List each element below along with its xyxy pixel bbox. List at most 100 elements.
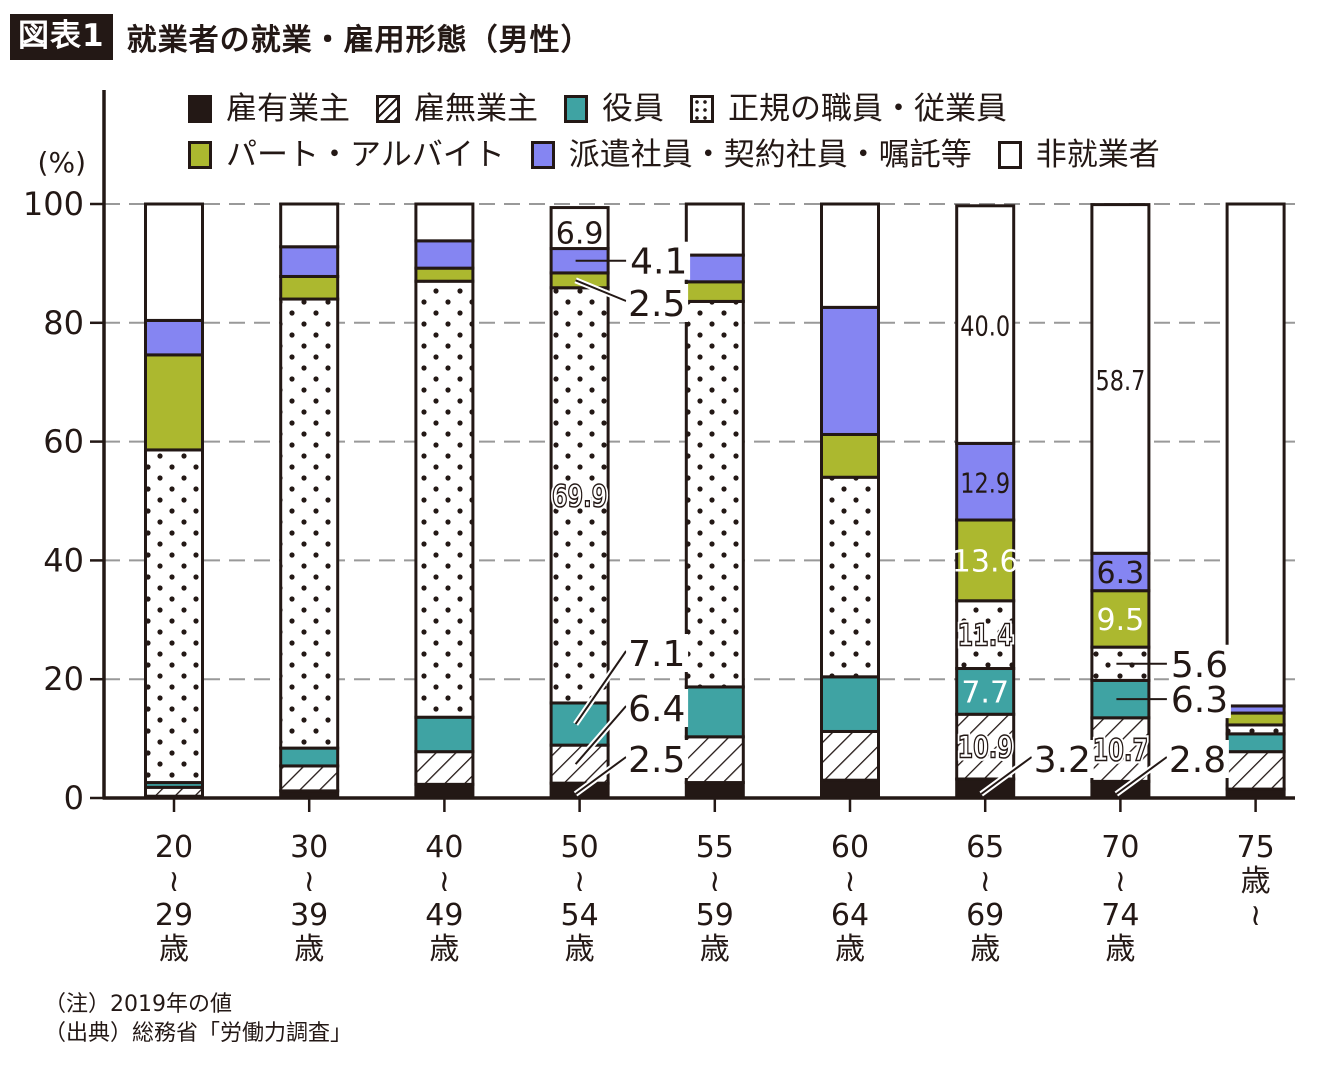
- x-tick-label: 40: [425, 830, 463, 865]
- data-label-halo: 69.9: [552, 479, 607, 514]
- axes: 020406080100(%)20≀29歳30≀39歳40≀49歳50≀54歳5…: [23, 90, 1295, 967]
- figure-badge: 図表1: [10, 14, 113, 60]
- bar-segment-executive: [279, 746, 340, 768]
- x-tick-label: 55: [696, 830, 734, 865]
- data-label-bg: [626, 634, 689, 672]
- data-label: 6.3: [1171, 680, 1228, 721]
- data-label: 2.8: [1169, 740, 1226, 781]
- leader-line: [1115, 756, 1168, 795]
- bar-segment-regular: [820, 475, 880, 679]
- x-tick-label: ≀: [304, 864, 315, 899]
- x-tick-label: ≀: [844, 864, 855, 899]
- x-tick-label: 69: [966, 898, 1004, 933]
- x-tick-label: 歳: [159, 932, 189, 967]
- bar-segment-not-employed: [1225, 202, 1286, 708]
- x-tick-label: 歳: [429, 932, 459, 967]
- bar-segment-executive: [414, 715, 475, 754]
- y-tick-label: 20: [43, 660, 84, 698]
- y-axis-unit-label: (%): [38, 146, 86, 179]
- legend-label: 役員: [602, 91, 664, 127]
- y-tick-label: 0: [64, 779, 84, 817]
- bar-segment-owner-without-employees: [684, 735, 745, 785]
- x-tick-label: 54: [561, 898, 599, 933]
- x-tick-label: 歳: [835, 932, 865, 967]
- data-labels: 6.94.12.569.969.97.16.42.540.012.913.611…: [549, 217, 1231, 797]
- chart-header: 図表1 就業者の就業・雇用形態（男性）: [10, 14, 592, 60]
- legend-item-owner-without-employees: 雇無業主: [376, 92, 538, 126]
- x-tick-label: 75: [1237, 830, 1275, 865]
- bar-segment-owner-without-employees: [955, 712, 1016, 781]
- data-label: 6.4: [628, 689, 685, 730]
- note-year: （注）2019年の値: [44, 992, 232, 1017]
- legend-swatch-hatch: [376, 95, 400, 123]
- x-tick-label: 60: [831, 830, 869, 865]
- data-label: 7.7: [961, 675, 1009, 710]
- bar-segment-part-time: [414, 266, 475, 283]
- bar-segment-not-employed: [414, 202, 475, 243]
- data-label: 9.5: [1097, 603, 1145, 638]
- bar-segment-part-time: [684, 280, 745, 303]
- bar-group: [144, 202, 204, 800]
- bar-segment-executive: [955, 667, 1016, 716]
- bar-segment-owner-with-employees: [820, 778, 880, 800]
- data-label-halo: 10.7: [1093, 733, 1148, 768]
- bar-segment-not-employed: [549, 206, 610, 251]
- x-tick-label: 20: [155, 830, 193, 865]
- x-tick-label: 50: [561, 830, 599, 865]
- legend-row-1: 雇有業主 雇無業主 役員 正規の職員・従業員: [188, 86, 1268, 132]
- bar-segment-not-employed: [684, 202, 745, 257]
- data-label: 4.1: [630, 242, 687, 283]
- bar-segment-owner-with-employees: [684, 781, 745, 800]
- x-tick-label: ≀: [574, 864, 585, 899]
- data-label: 6.3: [1097, 556, 1145, 591]
- data-label: 69.9: [552, 479, 607, 514]
- y-tick-label: 40: [43, 541, 84, 579]
- bar-group: [1090, 203, 1151, 800]
- leader-line: [574, 650, 627, 725]
- data-label: 10.9: [957, 730, 1012, 765]
- chart-title: 就業者の就業・雇用形態（男性）: [126, 23, 592, 58]
- bar-segment-part-time: [144, 353, 204, 452]
- leader-line: [980, 756, 1033, 795]
- x-tick-label: 29: [155, 898, 193, 933]
- legend-item-regular: 正規の職員・従業員: [690, 92, 1007, 126]
- bar-segment-executive: [1225, 732, 1286, 754]
- bar-segment-regular: [955, 599, 1016, 671]
- bar-segment-executive: [684, 685, 745, 739]
- x-tick-label: ≀: [168, 864, 179, 899]
- bar-segment-dispatch: [684, 253, 745, 284]
- legend-swatch-olive: [188, 141, 212, 169]
- data-label-bg: [1168, 644, 1231, 683]
- bar-segment-regular: [144, 448, 204, 785]
- x-tick-label: ≀: [709, 864, 720, 899]
- x-tick-label: 歳: [1105, 932, 1135, 967]
- note-source: （出典）総務省「労働力調査」: [44, 1021, 353, 1046]
- x-tick-label: 74: [1101, 898, 1139, 933]
- legend-swatch-dots: [690, 95, 714, 123]
- y-tick-label: 60: [43, 423, 84, 461]
- bar-segment-part-time: [820, 432, 880, 479]
- x-tick-label: 歳: [1241, 864, 1271, 899]
- x-tick-label: 歳: [700, 932, 730, 967]
- x-tick-label: 歳: [970, 932, 1000, 967]
- data-label: 3.2: [1034, 740, 1091, 781]
- data-label: 5.6: [1171, 645, 1228, 686]
- legend-swatch-violet: [530, 141, 555, 169]
- legend-item-part-time: パート・アルバイト: [188, 138, 505, 172]
- x-tick-label: 歳: [565, 932, 595, 967]
- bar-segment-regular: [549, 286, 610, 705]
- leader-line: [574, 705, 627, 765]
- legend-label: 雇無業主: [414, 91, 538, 127]
- legend-row-2: パート・アルバイト 派遣社員・契約社員・嘱託等 非就業者: [188, 132, 1268, 178]
- y-tick-label: 100: [23, 185, 84, 223]
- data-label-bg: [626, 689, 689, 727]
- data-label-bg: [1166, 740, 1229, 778]
- x-tick-label: 39: [290, 898, 328, 933]
- leader-line: [575, 279, 627, 302]
- legend-item-executive: 役員: [564, 92, 664, 126]
- bar-segment-dispatch: [1090, 551, 1151, 593]
- x-tick-label: ≀: [1250, 898, 1261, 933]
- legend-swatch-teal: [564, 95, 588, 123]
- data-label: 2.5: [628, 740, 685, 781]
